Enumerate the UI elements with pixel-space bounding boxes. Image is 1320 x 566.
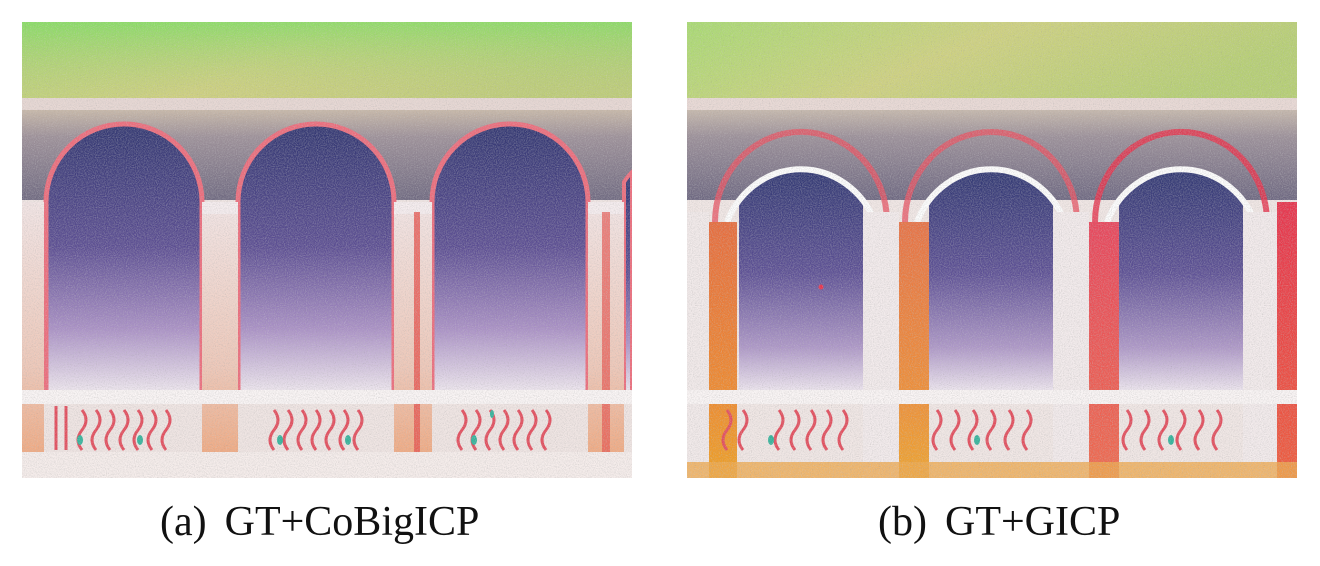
panel-a-pointcloud-image <box>22 22 632 478</box>
caption-tag: (a) <box>160 499 207 545</box>
caption-text: GT+GICP <box>944 499 1121 545</box>
panel-b-pointcloud-image <box>687 22 1297 478</box>
caption-tag: (b) <box>878 499 927 545</box>
pointcloud-arcade-a <box>22 22 632 478</box>
caption-text: GT+CoBigICP <box>224 499 480 545</box>
pointcloud-arcade-b <box>687 22 1297 478</box>
caption-a: (a) GT+CoBigICP <box>160 498 479 546</box>
caption-b: (b) GT+GICP <box>878 498 1120 546</box>
